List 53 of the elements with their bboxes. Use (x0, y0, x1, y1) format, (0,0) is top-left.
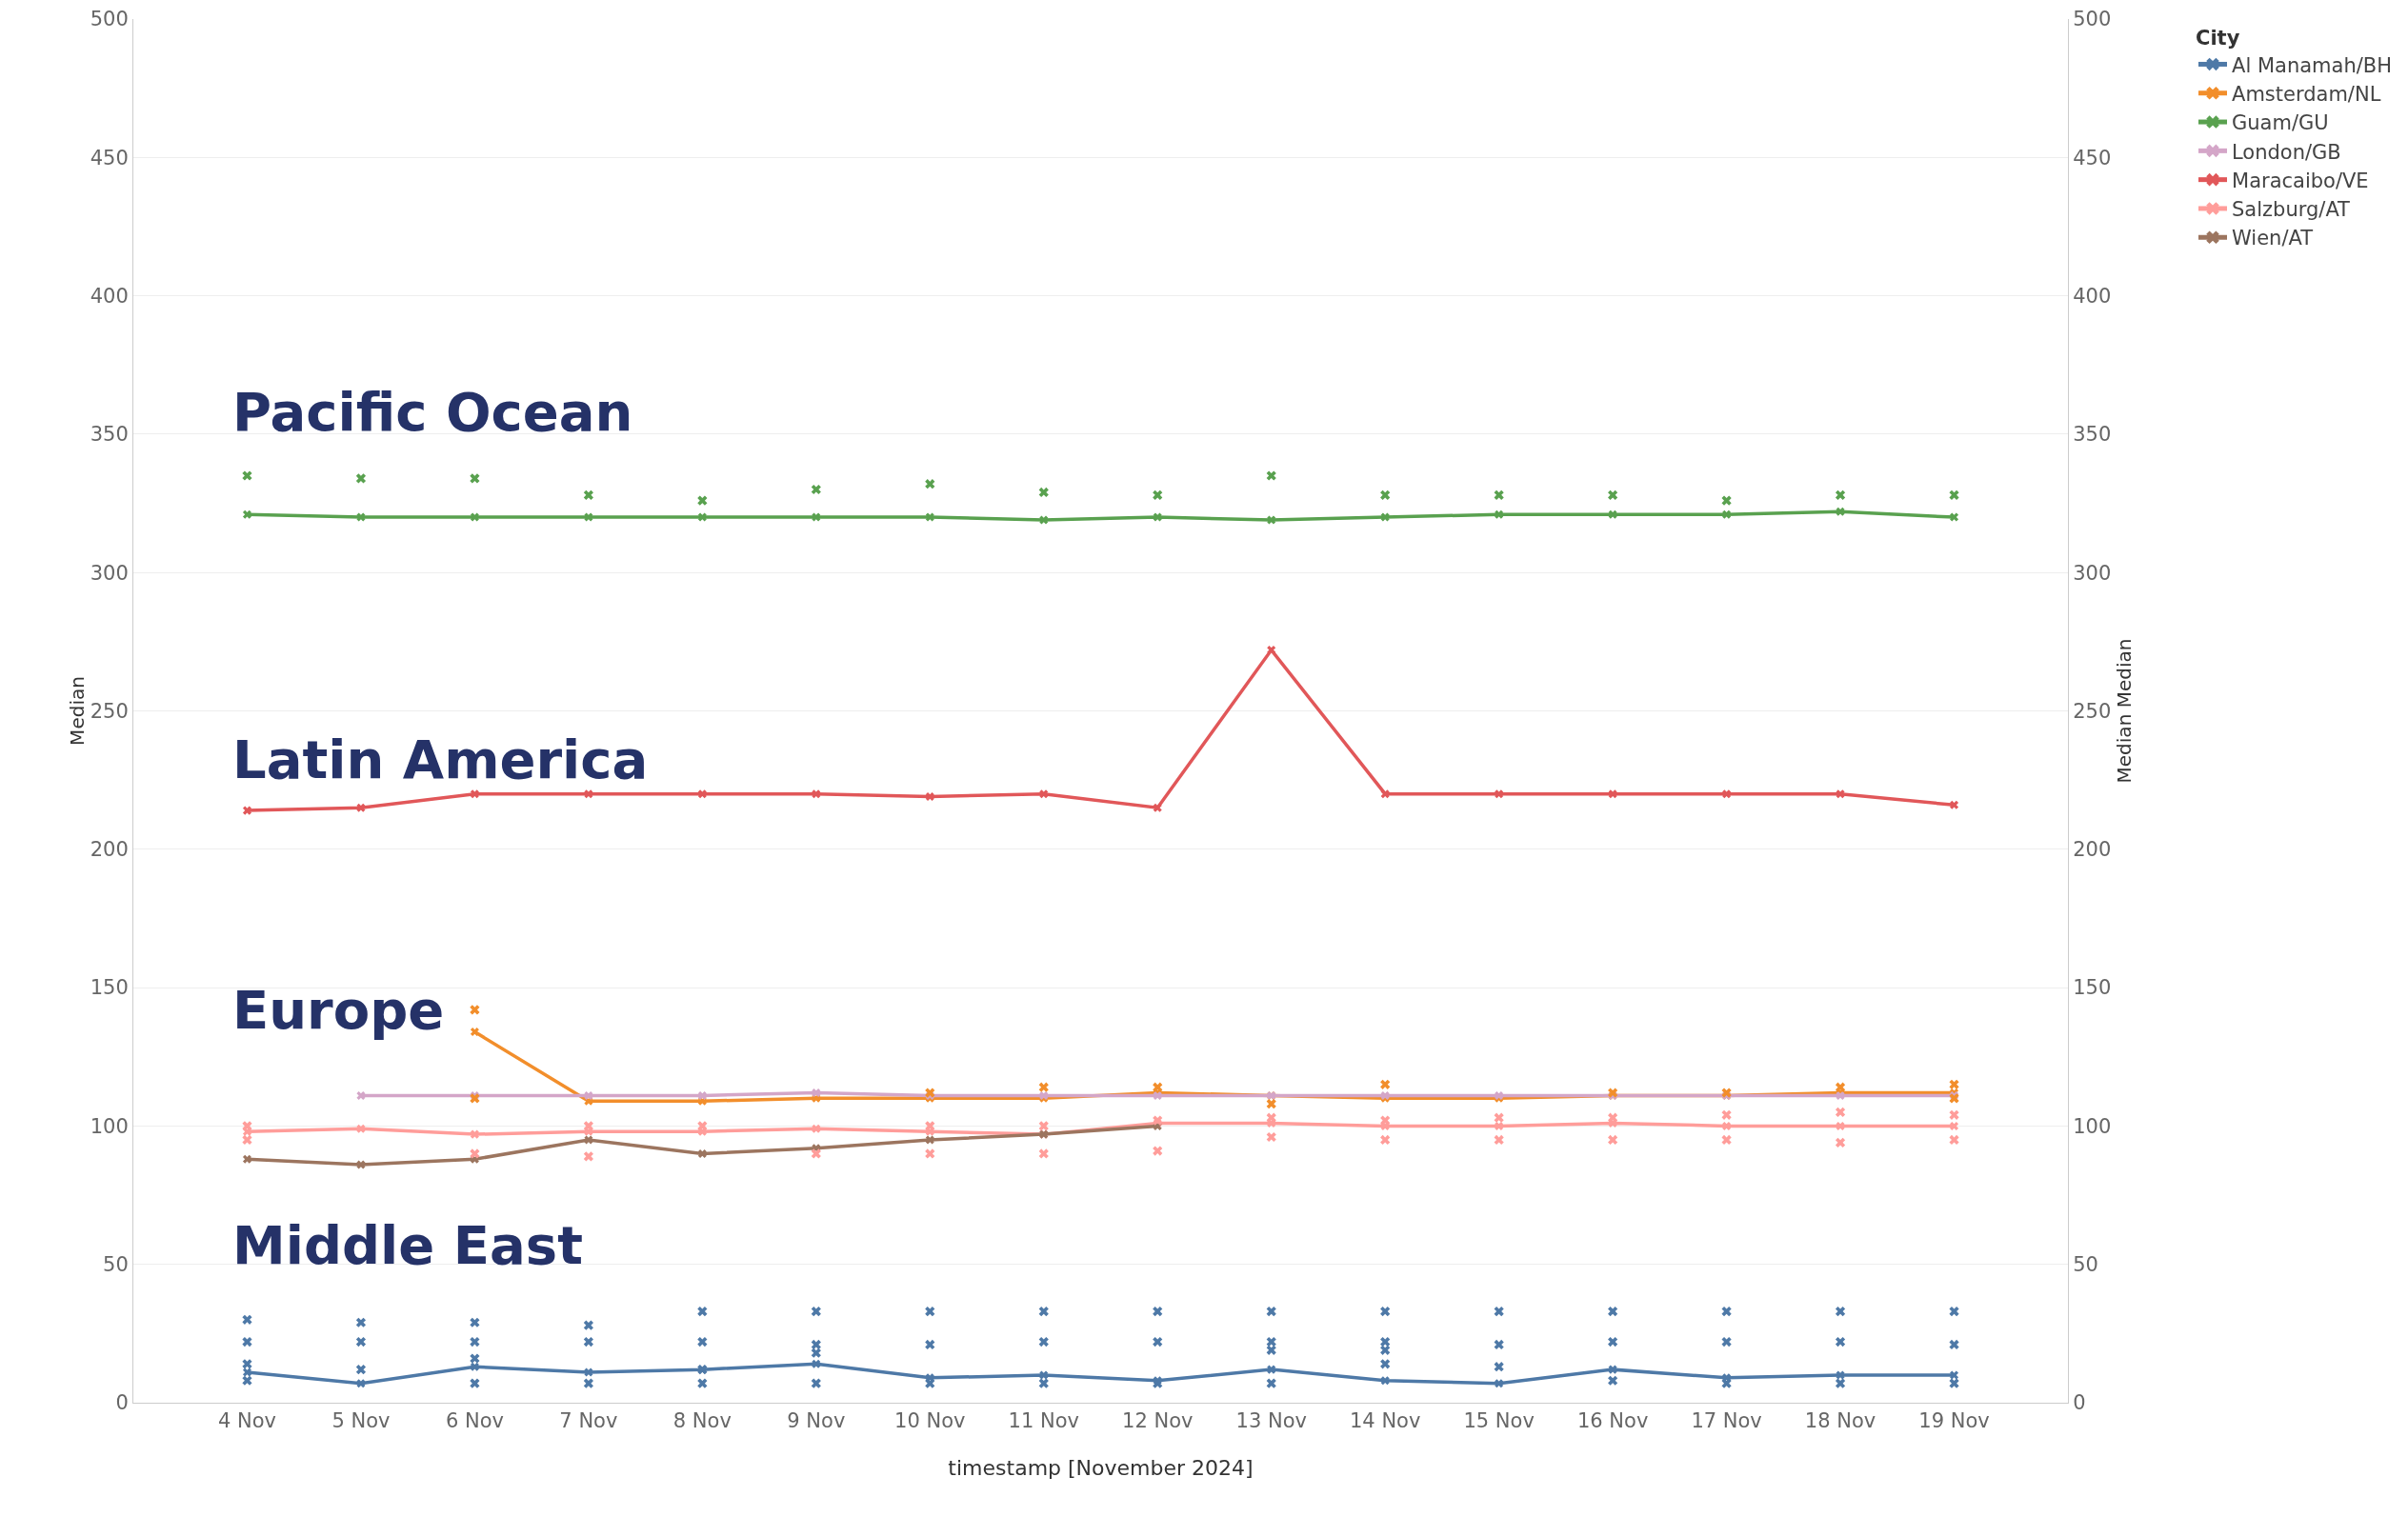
annotation: Pacific Ocean (232, 381, 633, 443)
legend-label: London/GB (2232, 140, 2341, 164)
legend-label: Al Manamah/BH (2232, 53, 2392, 77)
x-tick-label: 12 Nov (1122, 1409, 1194, 1433)
x-tick-label: 17 Nov (1691, 1409, 1762, 1433)
x-tick-label: 11 Nov (1008, 1409, 1079, 1433)
y2-tick-label: 500 (2073, 8, 2112, 31)
y2-axis-title: Median Median (2113, 638, 2137, 784)
y-tick-label: 300 (90, 561, 129, 585)
y-tick-label: 400 (90, 284, 129, 308)
y-tick-label: 0 (115, 1391, 129, 1415)
y-tick-label: 250 (90, 699, 129, 723)
annotation: Latin America (232, 729, 649, 790)
x-tick-label: 9 Nov (787, 1409, 846, 1433)
x-tick-label: 6 Nov (445, 1409, 504, 1433)
y2-tick-label: 50 (2073, 1253, 2098, 1277)
x-tick-label: 13 Nov (1235, 1409, 1307, 1433)
legend-title: City (2196, 27, 2240, 50)
x-tick-label: 7 Nov (559, 1409, 618, 1433)
y-tick-label: 450 (90, 146, 129, 170)
y2-tick-label: 400 (2073, 284, 2112, 308)
x-tick-label: 10 Nov (894, 1409, 966, 1433)
x-tick-label: 4 Nov (217, 1409, 276, 1433)
x-tick-label: 16 Nov (1576, 1409, 1649, 1433)
x-tick-label: 5 Nov (331, 1409, 391, 1433)
legend-label: Maracaibo/VE (2232, 169, 2369, 192)
legend-label: Guam/GU (2232, 111, 2329, 135)
y-tick-label: 200 (90, 838, 129, 862)
annotation: Middle East (232, 1214, 583, 1276)
y2-tick-label: 250 (2073, 699, 2112, 723)
y2-tick-label: 300 (2073, 561, 2112, 585)
y-tick-label: 350 (90, 423, 129, 447)
legend-label: Salzburg/AT (2232, 198, 2351, 222)
x-tick-label: 14 Nov (1349, 1409, 1421, 1433)
x-axis-title: timestamp [November 2024] (948, 1456, 1254, 1480)
annotation: Europe (232, 979, 445, 1041)
y2-tick-label: 100 (2073, 1114, 2112, 1138)
y2-tick-label: 150 (2073, 976, 2112, 1000)
y2-tick-label: 200 (2073, 838, 2112, 862)
y2-tick-label: 0 (2073, 1391, 2086, 1415)
y-axis-title: Median (65, 676, 89, 746)
x-tick-label: 8 Nov (672, 1409, 732, 1433)
y-tick-label: 50 (103, 1253, 129, 1277)
y-tick-label: 100 (90, 1114, 129, 1138)
y2-tick-label: 450 (2073, 146, 2112, 170)
y-tick-label: 500 (90, 8, 129, 31)
y2-tick-label: 350 (2073, 423, 2112, 447)
y-tick-label: 150 (90, 976, 129, 1000)
x-tick-label: 19 Nov (1918, 1409, 1990, 1433)
legend-label: Wien/AT (2232, 227, 2314, 250)
legend-label: Amsterdam/NL (2232, 82, 2381, 106)
x-tick-label: 15 Nov (1463, 1409, 1535, 1433)
x-tick-label: 18 Nov (1804, 1409, 1876, 1433)
